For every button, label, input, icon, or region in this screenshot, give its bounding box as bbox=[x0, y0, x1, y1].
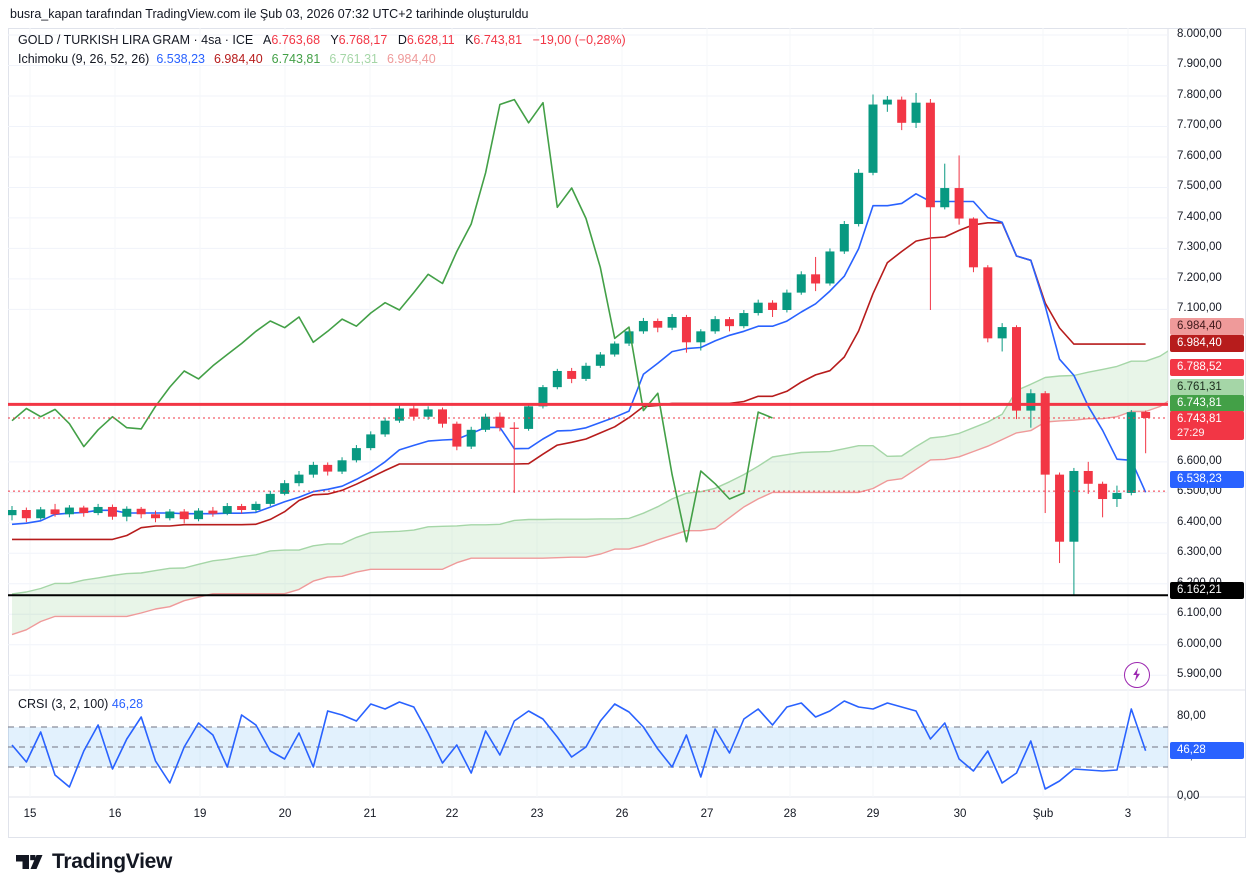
ichimoku-values: 6.538,23 6.984,40 6.743,81 6.761,31 6.984,40 bbox=[156, 52, 444, 66]
symbol-title: GOLD / TURKISH LIRA GRAM · 4sa · ICE bbox=[18, 33, 254, 47]
price-tick-label: 6.400,00 bbox=[1177, 515, 1222, 528]
lightning-icon bbox=[1133, 667, 1140, 682]
tradingview-logo-text: TradingView bbox=[52, 850, 173, 873]
price-tick-label: 7.600,00 bbox=[1177, 149, 1222, 162]
time-tick-label: 15 bbox=[23, 808, 37, 820]
time-tick-label: 20 bbox=[278, 808, 292, 820]
time-tick-label: 19 bbox=[193, 808, 207, 820]
time-tick-label: 29 bbox=[866, 808, 880, 820]
price-tick-label: 7.800,00 bbox=[1177, 88, 1222, 101]
hline-price-badge: 6.788,52 bbox=[1170, 359, 1244, 376]
crsi-title: CRSI (3, 2, 100) bbox=[18, 697, 109, 711]
high-label: Y6.768,17 bbox=[330, 33, 388, 47]
base-price-badge: 6.984,40 bbox=[1170, 335, 1244, 352]
time-tick-label: 21 bbox=[363, 808, 377, 820]
tradingview-logo-icon bbox=[16, 855, 43, 869]
time-tick-label: 28 bbox=[783, 808, 797, 820]
tradingview-logo[interactable]: TradingView bbox=[14, 846, 172, 878]
price-tick-label: 7.900,00 bbox=[1177, 58, 1222, 71]
conversion-price-badge: 6.538,23 bbox=[1170, 471, 1244, 488]
time-tick-label: 23 bbox=[530, 808, 544, 820]
price-tick-label: 7.200,00 bbox=[1177, 271, 1222, 284]
last-price-badge: 6.743,81 27:29 bbox=[1170, 411, 1244, 440]
time-tick-label: 22 bbox=[445, 808, 459, 820]
time-tick-label: 27 bbox=[700, 808, 714, 820]
time-tick-label: 26 bbox=[615, 808, 629, 820]
close-label: K6.743,81 bbox=[465, 33, 523, 47]
time-tick-label: Şub bbox=[1032, 808, 1054, 820]
low-label: D6.628,11 bbox=[397, 33, 455, 47]
chart-container[interactable] bbox=[8, 28, 1246, 838]
lead1-price-badge: 6.761,31 bbox=[1170, 379, 1244, 396]
price-tick-label: 6.000,00 bbox=[1177, 637, 1222, 650]
hline2-price-badge: 6.162,21 bbox=[1170, 582, 1244, 599]
lead2-price-badge: 6.984,40 bbox=[1170, 318, 1244, 335]
price-tick-label: 6.600,00 bbox=[1177, 454, 1222, 467]
ichimoku-base-value: 6.984,40 bbox=[214, 52, 263, 66]
symbol-legend[interactable]: GOLD / TURKISH LIRA GRAM · 4sa · ICE A6.… bbox=[18, 33, 626, 47]
price-tick-label: 6.300,00 bbox=[1177, 546, 1222, 559]
ichimoku-title: Ichimoku (9, 26, 52, 26) bbox=[18, 52, 150, 66]
ichimoku-lagging-value: 6.743,81 bbox=[271, 52, 321, 66]
ichimoku-conversion-value: 6.538,23 bbox=[156, 52, 205, 66]
time-tick-label: 3 bbox=[1124, 808, 1132, 820]
price-tick-label: 6.100,00 bbox=[1177, 607, 1222, 620]
change-label: −19,00 (−0,28%) bbox=[532, 33, 626, 47]
lagging-price-badge: 6.743,81 bbox=[1170, 395, 1244, 412]
price-tick-label: 7.700,00 bbox=[1177, 119, 1222, 132]
time-tick-label: 16 bbox=[108, 808, 122, 820]
price-tick-label: 8.000,00 bbox=[1177, 28, 1222, 40]
open-label: A6.763,68 bbox=[263, 33, 321, 47]
price-tick-label: 5.900,00 bbox=[1177, 668, 1222, 681]
price-tick-label: 7.100,00 bbox=[1177, 302, 1222, 315]
price-tick-label: 6.500,00 bbox=[1177, 485, 1222, 498]
price-tick-label: 7.300,00 bbox=[1177, 241, 1222, 254]
crsi-legend[interactable]: CRSI (3, 2, 100) 46,28 bbox=[18, 697, 143, 711]
price-tick-label: 7.500,00 bbox=[1177, 180, 1222, 193]
crsi-value: 46,28 bbox=[111, 697, 144, 711]
attribution-text: busra_kapan tarafından TradingView.com i… bbox=[10, 7, 529, 21]
alert-button[interactable] bbox=[1124, 662, 1150, 688]
crsi-tick-label: 80,00 bbox=[1177, 710, 1206, 722]
crsi-tick-label: 0,00 bbox=[1177, 790, 1200, 802]
ichimoku-lead2-value: 6.984,40 bbox=[387, 52, 436, 66]
time-tick-label: 30 bbox=[953, 808, 967, 820]
price-tick-label: 7.400,00 bbox=[1177, 210, 1222, 223]
ichimoku-legend[interactable]: Ichimoku (9, 26, 52, 26) 6.538,23 6.984,40… bbox=[18, 52, 445, 66]
crsi-value-badge: 46,28 bbox=[1170, 741, 1244, 759]
ichimoku-lead1-value: 6.761,31 bbox=[329, 52, 379, 66]
